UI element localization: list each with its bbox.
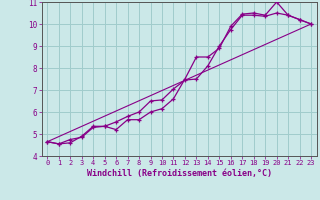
X-axis label: Windchill (Refroidissement éolien,°C): Windchill (Refroidissement éolien,°C) (87, 169, 272, 178)
